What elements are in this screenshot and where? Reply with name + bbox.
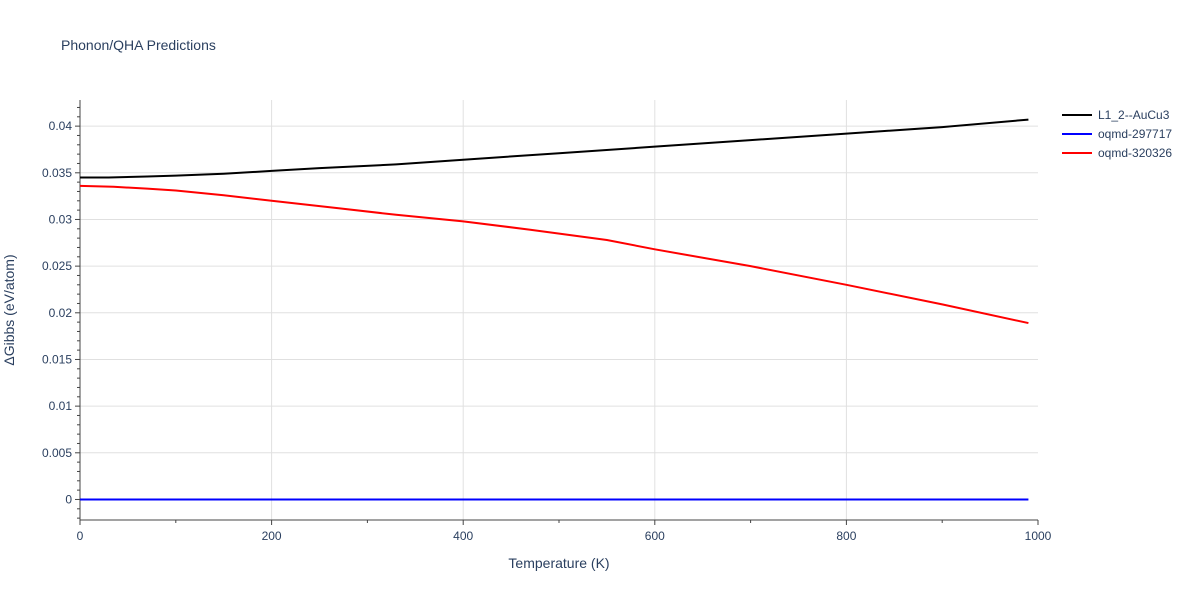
y-tick-label: 0.02 (49, 306, 73, 320)
y-tick-label: 0.015 (42, 352, 72, 366)
series-line-oqmd-320326[interactable] (79, 184, 1029, 325)
legend[interactable]: L1_2--AuCu3 oqmd-297717 oqmd-320326 (1062, 108, 1172, 160)
chart-title: Phonon/QHA Predictions (61, 37, 216, 53)
series-line-L1_2--AuCu3[interactable] (80, 118, 1029, 179)
y-axis-title: ΔGibbs (eV/atom) (1, 254, 17, 365)
x-axis-title: Temperature (K) (508, 555, 609, 571)
y-tick-label: 0.01 (49, 399, 73, 413)
y-tick-label: 0.035 (42, 166, 72, 180)
axes: 0 200 400 600 800 1000 0 0.005 0.01 0.015 0.02 0.02… (42, 100, 1052, 543)
legend-item[interactable]: L1_2--AuCu3 (1062, 108, 1170, 122)
y-tick-label: 0.025 (42, 259, 72, 273)
x-tick-label: 1000 (1025, 529, 1052, 543)
legend-item[interactable]: oqmd-297717 (1062, 127, 1172, 141)
y-tick-label: 0.04 (49, 119, 73, 133)
y-tick-label: 0.03 (49, 212, 73, 226)
legend-label: oqmd-297717 (1098, 127, 1172, 141)
x-tick-label: 600 (645, 529, 665, 543)
legend-label: oqmd-320326 (1098, 146, 1172, 160)
y-tick-label: 0.005 (42, 446, 72, 460)
legend-label: L1_2--AuCu3 (1098, 108, 1170, 122)
x-tick-label: 0 (77, 529, 84, 543)
y-tick-label: 0 (65, 492, 72, 506)
legend-item[interactable]: oqmd-320326 (1062, 146, 1172, 160)
x-tick-label: 800 (836, 529, 856, 543)
series-layer (79, 118, 1029, 501)
grid-lines (80, 100, 1038, 520)
x-tick-label: 200 (262, 529, 282, 543)
x-tick-label: 400 (453, 529, 473, 543)
